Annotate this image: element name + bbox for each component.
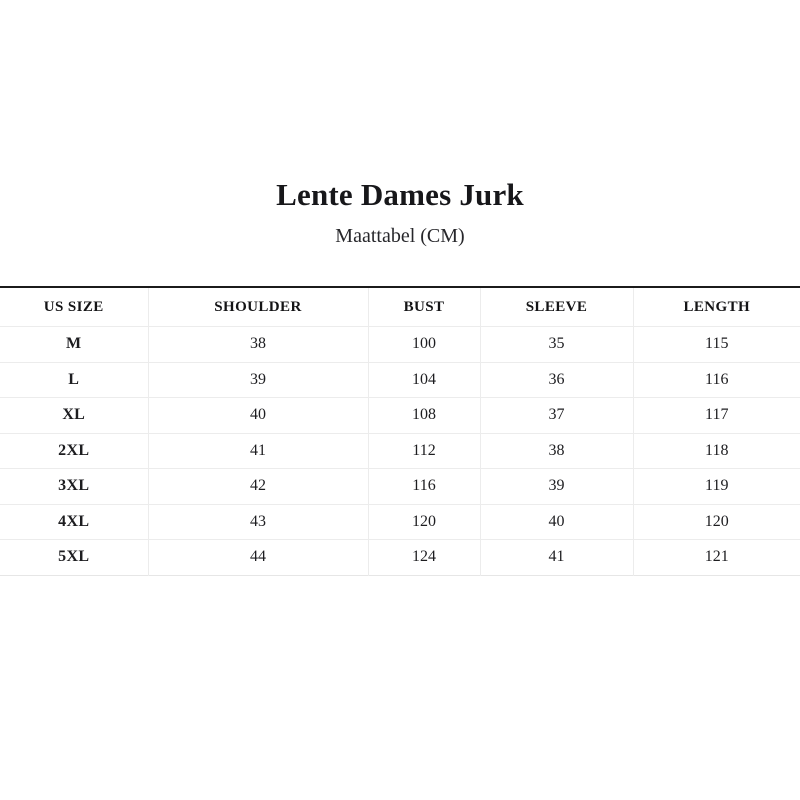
table-row: 2XL 41 112 38 118: [0, 433, 800, 469]
cell-bust: 100: [368, 326, 481, 363]
table-body: M 38 100 35 115 L 39 104 36 116 XL 40 10…: [0, 326, 800, 575]
table-row: M 38 100 35 115: [0, 326, 800, 363]
size-table-container: US SIZE SHOULDER BUST SLEEVE LENGTH M 38…: [0, 286, 800, 576]
table-row: 4XL 43 120 40 120: [0, 504, 800, 540]
column-header-us-size: US SIZE: [0, 287, 149, 327]
column-header-sleeve: SLEEVE: [480, 287, 634, 327]
size-chart-table: US SIZE SHOULDER BUST SLEEVE LENGTH M 38…: [0, 286, 800, 576]
cell-shoulder: 41: [148, 433, 369, 469]
cell-sleeve: 40: [480, 504, 634, 540]
cell-us-size: 3XL: [0, 468, 149, 505]
table-row: 3XL 42 116 39 119: [0, 468, 800, 505]
cell-length: 117: [633, 397, 800, 434]
cell-sleeve: 39: [480, 468, 634, 505]
cell-bust: 104: [368, 362, 481, 398]
page-title: Lente Dames Jurk: [276, 177, 524, 212]
cell-length: 121: [633, 539, 800, 575]
cell-shoulder: 39: [148, 362, 369, 398]
cell-sleeve: 35: [480, 326, 634, 363]
cell-bust: 124: [368, 539, 481, 575]
cell-bust: 116: [368, 468, 481, 505]
cell-sleeve: 36: [480, 362, 634, 398]
cell-us-size: M: [0, 326, 149, 363]
cell-shoulder: 42: [148, 468, 369, 505]
column-header-length: LENGTH: [633, 287, 800, 327]
cell-us-size: 5XL: [0, 539, 149, 575]
cell-shoulder: 40: [148, 397, 369, 434]
cell-bust: 112: [368, 433, 481, 469]
cell-us-size: 2XL: [0, 433, 149, 469]
cell-bust: 108: [368, 397, 481, 434]
cell-shoulder: 44: [148, 539, 369, 575]
table-row: L 39 104 36 116: [0, 362, 800, 398]
cell-length: 115: [633, 326, 800, 363]
table-header: US SIZE SHOULDER BUST SLEEVE LENGTH: [0, 287, 800, 327]
cell-length: 116: [633, 362, 800, 398]
column-header-bust: BUST: [368, 287, 481, 327]
cell-sleeve: 41: [480, 539, 634, 575]
cell-shoulder: 38: [148, 326, 369, 363]
table-row: 5XL 44 124 41 121: [0, 539, 800, 575]
cell-sleeve: 37: [480, 397, 634, 434]
table-row: XL 40 108 37 117: [0, 397, 800, 434]
heading-block: Lente Dames Jurk Maattabel (CM): [0, 176, 800, 249]
cell-us-size: 4XL: [0, 504, 149, 540]
cell-bust: 120: [368, 504, 481, 540]
cell-us-size: XL: [0, 397, 149, 434]
cell-sleeve: 38: [480, 433, 634, 469]
cell-length: 120: [633, 504, 800, 540]
cell-length: 119: [633, 468, 800, 505]
column-header-shoulder: SHOULDER: [148, 287, 369, 327]
page-subtitle: Maattabel (CM): [335, 225, 465, 247]
cell-us-size: L: [0, 362, 149, 398]
cell-shoulder: 43: [148, 504, 369, 540]
table-header-row: US SIZE SHOULDER BUST SLEEVE LENGTH: [0, 287, 800, 327]
cell-length: 118: [633, 433, 800, 469]
